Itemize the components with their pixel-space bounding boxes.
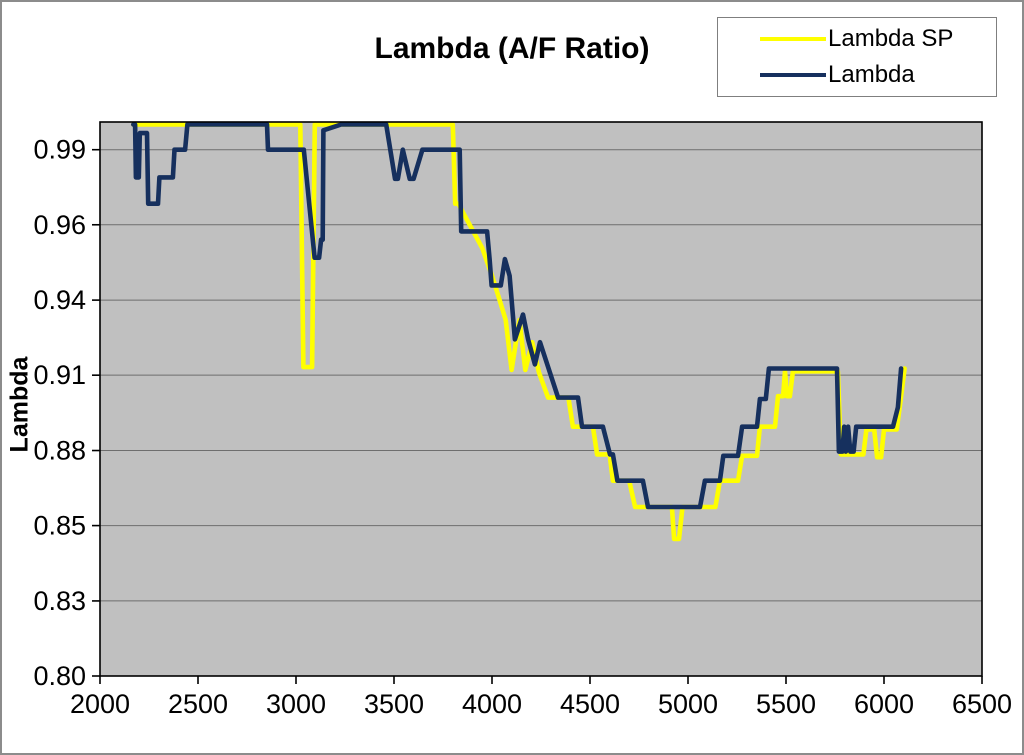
legend-item-lambda-sp: Lambda SP <box>718 25 996 53</box>
svg-text:6000: 6000 <box>854 689 914 719</box>
svg-text:5000: 5000 <box>658 689 718 719</box>
svg-text:6500: 6500 <box>952 689 1012 719</box>
lambda-line-swatch <box>760 72 826 77</box>
svg-text:4500: 4500 <box>560 689 620 719</box>
svg-text:0.91: 0.91 <box>33 360 86 390</box>
svg-text:0.88: 0.88 <box>33 436 86 466</box>
svg-text:0.85: 0.85 <box>33 511 86 541</box>
legend-item-lambda: Lambda <box>718 61 996 89</box>
svg-text:2000: 2000 <box>70 689 130 719</box>
svg-text:0.80: 0.80 <box>33 661 86 691</box>
svg-text:4000: 4000 <box>462 689 522 719</box>
svg-text:2500: 2500 <box>168 689 228 719</box>
legend-label-lambda-sp: Lambda SP <box>828 25 954 53</box>
svg-text:0.94: 0.94 <box>33 285 86 315</box>
svg-text:0.96: 0.96 <box>33 210 86 240</box>
svg-text:3000: 3000 <box>266 689 326 719</box>
lambda-sp-line-swatch <box>760 37 826 42</box>
y-axis-title: Lambda <box>5 356 34 453</box>
svg-text:3500: 3500 <box>364 689 424 719</box>
legend: Lambda SP Lambda <box>717 17 997 97</box>
svg-text:5500: 5500 <box>756 689 816 719</box>
legend-label-lambda: Lambda <box>828 60 915 88</box>
svg-text:0.99: 0.99 <box>33 135 86 165</box>
svg-text:0.83: 0.83 <box>33 586 86 616</box>
